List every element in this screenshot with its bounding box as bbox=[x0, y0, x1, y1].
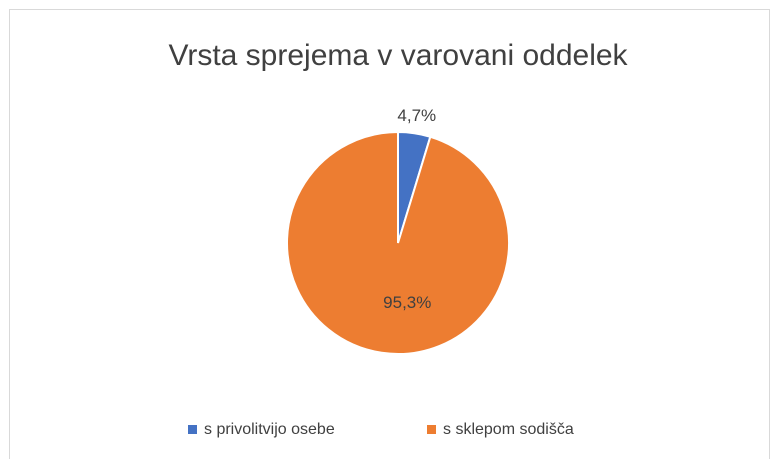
data-label: 95,3% bbox=[383, 293, 431, 312]
legend-label: s privolitvijo osebe bbox=[204, 421, 335, 438]
data-label: 4,7% bbox=[397, 106, 436, 125]
pie-slice bbox=[286, 130, 510, 355]
legend-swatch bbox=[427, 425, 436, 434]
legend-swatch bbox=[188, 425, 197, 434]
legend-label: s sklepom sodišča bbox=[443, 421, 574, 438]
chart-title: Vrsta sprejema v varovani oddelek bbox=[168, 39, 628, 72]
